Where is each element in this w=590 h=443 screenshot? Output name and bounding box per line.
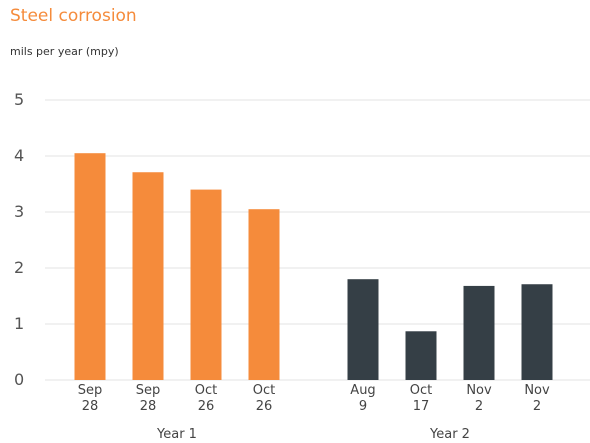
y-tick-label: 1	[14, 314, 25, 333]
y-tick-label: 4	[14, 146, 25, 165]
bar	[405, 331, 437, 380]
chart-subtitle: mils per year (mpy)	[10, 45, 119, 58]
chart-title: Steel corrosion	[10, 6, 137, 26]
x-tick-label: Oct 26	[194, 383, 218, 414]
bar	[74, 153, 106, 380]
x-tick-label: Oct 26	[252, 383, 276, 414]
bar	[248, 209, 280, 380]
x-tick-label: Nov 2	[524, 383, 550, 414]
y-tick-label: 0	[14, 370, 25, 389]
x-tick-label: Aug 9	[350, 383, 376, 414]
group-label: Year 2	[430, 427, 470, 442]
bar	[463, 285, 495, 380]
bar	[190, 189, 222, 380]
x-tick-label: Oct 17	[409, 383, 433, 414]
x-tick-label: Sep 28	[135, 383, 161, 414]
bar	[521, 284, 553, 380]
bar	[132, 172, 164, 380]
bar	[347, 279, 379, 380]
y-tick-label: 5	[14, 90, 25, 109]
x-tick-label: Sep 28	[77, 383, 103, 414]
x-tick-label: Nov 2	[466, 383, 492, 414]
y-tick-label: 3	[14, 202, 25, 221]
group-label: Year 1	[157, 427, 197, 442]
y-tick-label: 2	[14, 258, 25, 277]
